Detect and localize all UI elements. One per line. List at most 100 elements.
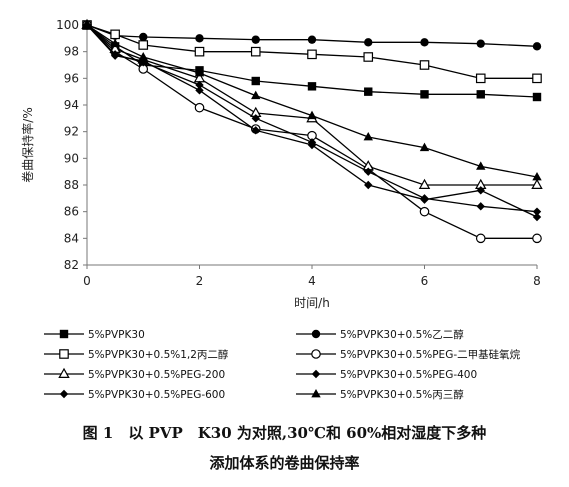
- y-tick-label: 94: [64, 98, 79, 112]
- data-point: [364, 38, 373, 47]
- y-tick-label: 92: [64, 125, 79, 139]
- data-point: [532, 42, 542, 51]
- data-point: [363, 132, 373, 141]
- y-tick-label: 100: [56, 18, 79, 32]
- legend-label: 5%PVPK30+0.5%丙三醇: [340, 388, 464, 401]
- data-point: [420, 195, 429, 204]
- data-point: [250, 46, 261, 57]
- legend-marker: [311, 369, 321, 379]
- y-tick-label: 86: [64, 205, 79, 219]
- data-point: [194, 46, 205, 57]
- legend-item-2: 5%PVPK30+0.5%1,2丙二醇: [44, 348, 229, 361]
- legend: 5%PVPK30 5%PVPK30+0.5%乙二醇 5%PVPK30+0.5%1,2…: [44, 328, 521, 401]
- data-point: [110, 51, 120, 60]
- series-lines: [81, 18, 543, 244]
- y-tick-label: 98: [64, 45, 79, 59]
- series-line-7: [86, 24, 538, 178]
- data-point: [532, 92, 542, 102]
- data-point: [532, 172, 542, 181]
- legend-item-3: 5%PVPK30+0.5%PEG-二甲基硅氧烷: [296, 348, 521, 361]
- data-point: [532, 73, 542, 84]
- data-point: [532, 207, 542, 216]
- data-point: [139, 32, 148, 42]
- y-tick-label: 88: [64, 178, 79, 192]
- data-point: [139, 56, 148, 66]
- legend-item-6: 5%PVPK30+0.5%PEG-600: [44, 389, 225, 401]
- data-point: [195, 86, 204, 95]
- data-point: [419, 142, 430, 152]
- series-line-4: [86, 24, 537, 186]
- x-tick-label: 2: [196, 274, 204, 288]
- data-point: [420, 90, 429, 99]
- y-tick-label: 90: [64, 151, 79, 165]
- figure-caption-line1: 图 1 以 PVP K30 为对照,30℃和 60%相对湿度下多种: [82, 424, 487, 442]
- data-point: [364, 180, 373, 190]
- x-axis-label: 时间/h: [294, 296, 330, 310]
- legend-item-4: 5%PVPK30+0.5%PEG-200: [44, 367, 225, 381]
- data-point: [251, 35, 260, 44]
- legend-marker: [58, 367, 70, 378]
- legend-label: 5%PVPK30+0.5%PEG-二甲基硅氧烷: [340, 348, 521, 361]
- series-line-0: [86, 24, 538, 98]
- legend-item-0: 5%PVPK30: [44, 329, 145, 341]
- data-point: [194, 102, 205, 113]
- data-point: [251, 114, 260, 123]
- data-point: [418, 178, 431, 189]
- legend-marker: [311, 349, 321, 359]
- data-point: [364, 87, 373, 96]
- data-point: [195, 80, 204, 90]
- series-0: [82, 20, 542, 102]
- data-point: [195, 34, 204, 43]
- data-point: [419, 60, 430, 70]
- data-point: [82, 20, 92, 29]
- series-line-1: [86, 24, 538, 47]
- data-point: [194, 68, 205, 77]
- y-axis-label: 卷曲保持率/%: [20, 107, 35, 182]
- data-point: [475, 73, 486, 84]
- series-7: [82, 20, 542, 181]
- x-tick-label: 6: [421, 274, 429, 288]
- data-point: [307, 35, 317, 44]
- legend-item-5: 5%PVPK30+0.5%PEG-400: [296, 369, 477, 381]
- series-line-3: [86, 24, 537, 239]
- data-point: [476, 90, 485, 99]
- x-tick-label: 4: [308, 274, 316, 288]
- legend-marker: [59, 389, 69, 399]
- legend-label: 5%PVPK30+0.5%乙二醇: [340, 328, 464, 341]
- x-tick-label: 8: [533, 274, 541, 288]
- data-point: [307, 140, 317, 150]
- legend-marker: [311, 389, 321, 398]
- y-tick-label: 82: [64, 258, 79, 272]
- y-tick-label: 96: [64, 71, 79, 85]
- data-point: [110, 29, 120, 40]
- data-point: [364, 167, 373, 176]
- series-line-6: [86, 24, 538, 218]
- data-point: [307, 110, 317, 120]
- data-point: [307, 82, 317, 91]
- data-point: [532, 233, 542, 244]
- axes: 82 84 86 88 90 92 94 96 98 100 0 2 4 6 8 时间/h 卷曲保持率/%: [20, 18, 541, 310]
- data-point: [363, 52, 374, 62]
- data-point: [138, 52, 148, 61]
- data-point: [251, 126, 260, 135]
- legend-label: 5%PVPK30+0.5%PEG-200: [88, 369, 225, 381]
- series-line-2: [86, 24, 537, 79]
- data-point: [251, 76, 260, 86]
- legend-item-1: 5%PVPK30+0.5%乙二醇: [296, 328, 464, 341]
- x-tick-label: 0: [83, 274, 91, 288]
- data-point: [307, 49, 317, 60]
- y-tick-label: 84: [64, 231, 79, 245]
- data-point: [476, 161, 486, 170]
- legend-label: 5%PVPK30+0.5%PEG-400: [340, 369, 477, 381]
- data-point: [476, 186, 485, 195]
- legend-marker: [311, 329, 321, 339]
- legend-label: 5%PVPK30+0.5%PEG-600: [88, 389, 225, 401]
- data-point: [110, 38, 120, 48]
- series-2: [82, 20, 542, 84]
- legend-label: 5%PVPK30: [88, 329, 145, 341]
- data-point: [476, 202, 485, 211]
- data-point: [138, 40, 149, 50]
- legend-marker: [59, 329, 69, 339]
- data-point: [476, 39, 485, 48]
